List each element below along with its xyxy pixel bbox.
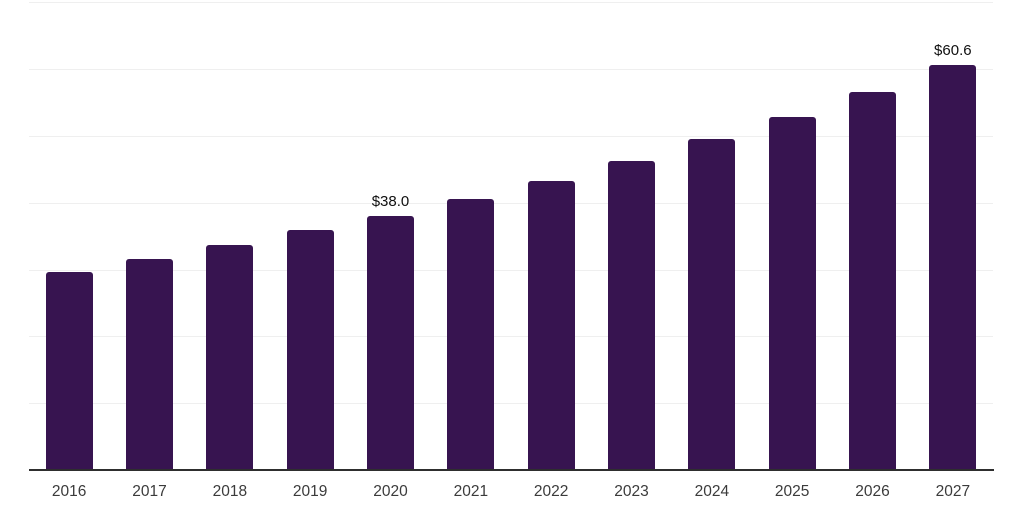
x-tick-label-2023: 2023 — [614, 483, 649, 500]
x-tick-label-2021: 2021 — [453, 483, 489, 500]
x-tick-label-2016: 2016 — [51, 483, 87, 500]
horizontal-gridline — [29, 69, 993, 71]
bar-2023 — [608, 160, 655, 470]
x-tick-label-2020: 2020 — [373, 483, 408, 500]
x-tick-label-2018: 2018 — [212, 483, 248, 500]
bar-2024 — [688, 138, 736, 470]
x-tick-label-2017: 2017 — [132, 483, 167, 500]
bar-2027 — [929, 65, 977, 470]
horizontal-gridline — [29, 2, 993, 4]
value-label-2027: $60.6 — [934, 42, 972, 60]
x-tick-label-2019: 2019 — [292, 483, 328, 500]
bar-2016 — [45, 271, 93, 470]
x-tick-label-2024: 2024 — [694, 483, 730, 500]
bar-2025 — [768, 116, 816, 470]
x-tick-label-2027: 2027 — [935, 483, 971, 500]
x-tick-label-2026: 2026 — [855, 483, 890, 500]
bar-2022 — [527, 180, 575, 470]
bar-2021 — [447, 199, 495, 470]
bar-2017 — [126, 258, 173, 470]
bar-2026 — [849, 91, 896, 470]
value-label-2020: $38.0 — [371, 193, 410, 211]
bar-2018 — [206, 244, 254, 470]
bar-2019 — [286, 230, 334, 470]
bar-2020 — [367, 216, 414, 470]
x-tick-label-2025: 2025 — [774, 483, 810, 500]
x-axis-line — [29, 469, 994, 471]
x-tick-label-2022: 2022 — [533, 483, 569, 500]
